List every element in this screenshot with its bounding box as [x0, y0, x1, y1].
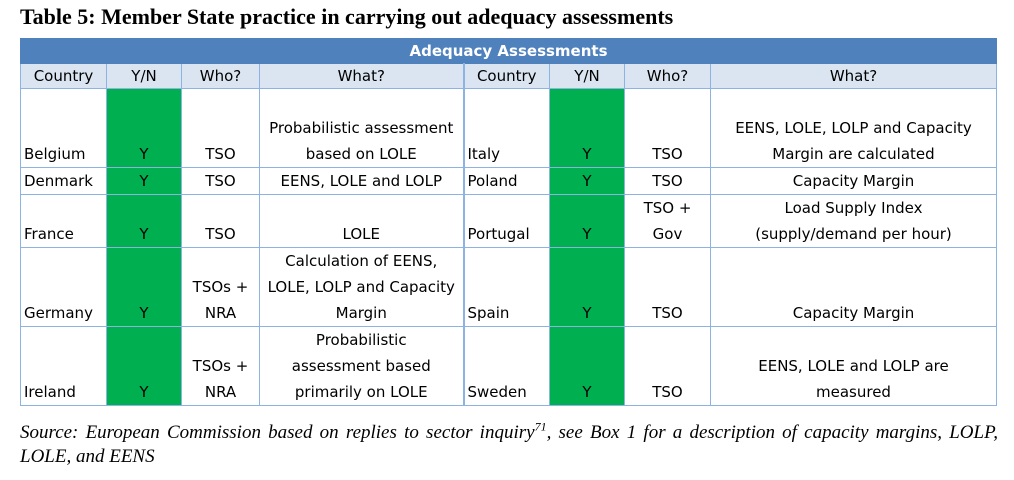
what-cell: LOLE: [259, 194, 465, 248]
who-cell: TSO: [624, 247, 711, 327]
country-cell: Belgium: [20, 88, 107, 168]
who-cell: TSO: [181, 194, 260, 248]
country-cell: Portugal: [463, 194, 550, 248]
yes-no-cell: Y: [549, 194, 625, 248]
what-cell: Load Supply Index (supply/demand per hou…: [710, 194, 997, 248]
yes-no-cell: Y: [106, 247, 182, 327]
table-row: Ireland Y TSOs + NRA Probabilistic asses…: [20, 326, 997, 406]
adequacy-table: Adequacy Assessments Country Y/N Who? Wh…: [20, 38, 997, 406]
column-header: Who?: [624, 63, 711, 89]
table-row: France Y TSO LOLE Portugal Y TSO + Gov L…: [20, 194, 997, 248]
what-cell: EENS, LOLE and LOLP: [259, 167, 465, 195]
what-cell: EENS, LOLE, LOLP and Capacity Margin are…: [710, 88, 997, 168]
table-row: Belgium Y TSO Probabilistic assessment b…: [20, 88, 997, 168]
what-cell: Capacity Margin: [710, 167, 997, 195]
country-cell: Germany: [20, 247, 107, 327]
yes-no-cell: Y: [549, 326, 625, 406]
column-header: Y/N: [549, 63, 625, 89]
column-header: What?: [710, 63, 997, 89]
country-cell: Spain: [463, 247, 550, 327]
who-cell: TSO: [181, 88, 260, 168]
country-cell: Poland: [463, 167, 550, 195]
source-text-continued: , see Box 1 for a description of capacit…: [20, 422, 998, 467]
footnote-ref[interactable]: 71: [534, 419, 547, 434]
what-cell: Capacity Margin: [710, 247, 997, 327]
yes-no-cell: Y: [549, 167, 625, 195]
who-cell: TSO: [624, 326, 711, 406]
yes-no-cell: Y: [106, 167, 182, 195]
table-row: Germany Y TSOs + NRA Calculation of EENS…: [20, 247, 997, 327]
table-title: Table 5: Member State practice in carryi…: [20, 4, 674, 29]
what-cell: Probabilistic assessment based on LOLE: [259, 88, 465, 168]
country-cell: Ireland: [20, 326, 107, 406]
column-header: Country: [463, 63, 550, 89]
country-cell: France: [20, 194, 107, 248]
who-cell: TSOs + NRA: [181, 247, 260, 327]
what-cell: Probabilistic assessment based primarily…: [259, 326, 465, 406]
column-header: Y/N: [106, 63, 182, 89]
source-note: Source: European Commission based on rep…: [20, 421, 998, 469]
column-header: What?: [259, 63, 465, 89]
country-cell: Sweden: [463, 326, 550, 406]
yes-no-cell: Y: [106, 194, 182, 248]
country-cell: Italy: [463, 88, 550, 168]
who-cell: TSO: [624, 88, 711, 168]
who-cell: TSO + Gov: [624, 194, 711, 248]
yes-no-cell: Y: [549, 88, 625, 168]
column-header: Country: [20, 63, 107, 89]
table-row: Denmark Y TSO EENS, LOLE and LOLP Poland…: [20, 167, 997, 195]
source-text: Source: European Commission based on rep…: [20, 422, 535, 443]
who-cell: TSO: [624, 167, 711, 195]
column-header: Who?: [181, 63, 260, 89]
country-cell: Denmark: [20, 167, 107, 195]
who-cell: TSO: [181, 167, 260, 195]
yes-no-cell: Y: [549, 247, 625, 327]
yes-no-cell: Y: [106, 326, 182, 406]
who-cell: TSOs + NRA: [181, 326, 260, 406]
what-cell: Calculation of EENS, LOLE, LOLP and Capa…: [259, 247, 465, 327]
yes-no-cell: Y: [106, 88, 182, 168]
table-banner: Adequacy Assessments: [20, 38, 997, 64]
what-cell: EENS, LOLE and LOLP are measured: [710, 326, 997, 406]
